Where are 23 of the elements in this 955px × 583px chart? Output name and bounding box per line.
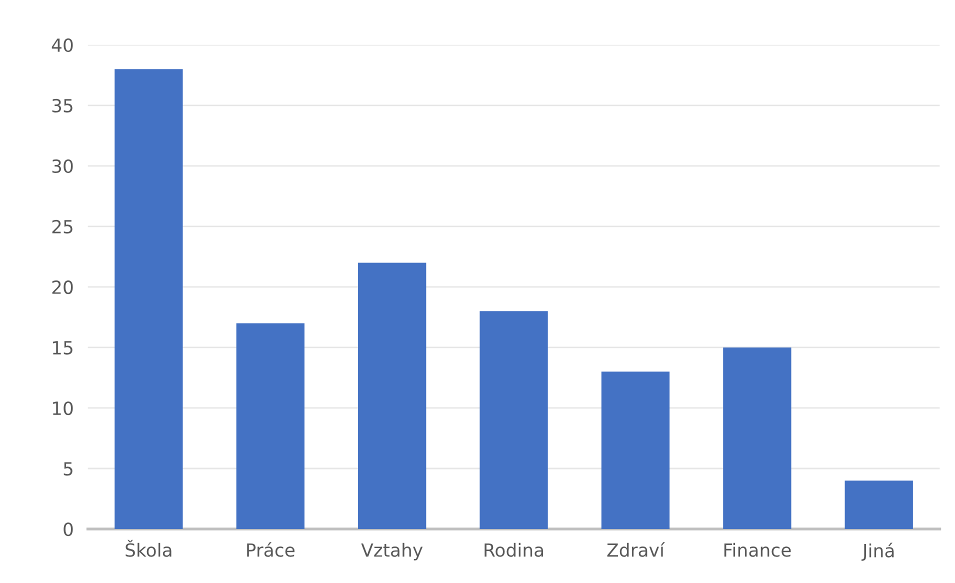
bar <box>480 311 548 530</box>
y-tick-label: 5 <box>64 462 72 476</box>
bar <box>114 69 183 530</box>
y-tick-label: 25 <box>52 220 72 234</box>
x-tick-label: Práce <box>247 542 294 557</box>
bar <box>358 262 426 530</box>
y-tick-label: 40 <box>52 38 73 52</box>
y-tick-label: 15 <box>52 341 72 355</box>
y-tick-label: 30 <box>52 159 73 174</box>
x-tick-label: Rodina <box>484 542 544 557</box>
bar <box>236 323 304 530</box>
bar <box>723 347 792 530</box>
x-tick-label: Zdraví <box>607 542 665 557</box>
x-tick-label: Jiná <box>862 542 894 561</box>
y-tick-label: 20 <box>52 280 73 294</box>
x-tick-label: Škola <box>126 540 172 557</box>
y-tick-label: 0 <box>64 522 73 536</box>
y-tick-label: 35 <box>52 98 72 113</box>
bar <box>601 372 670 530</box>
x-tick-label: Finance <box>724 542 791 557</box>
bar <box>844 480 913 530</box>
y-tick-label: 10 <box>52 401 73 416</box>
x-tick-label: Vztahy <box>361 542 423 560</box>
